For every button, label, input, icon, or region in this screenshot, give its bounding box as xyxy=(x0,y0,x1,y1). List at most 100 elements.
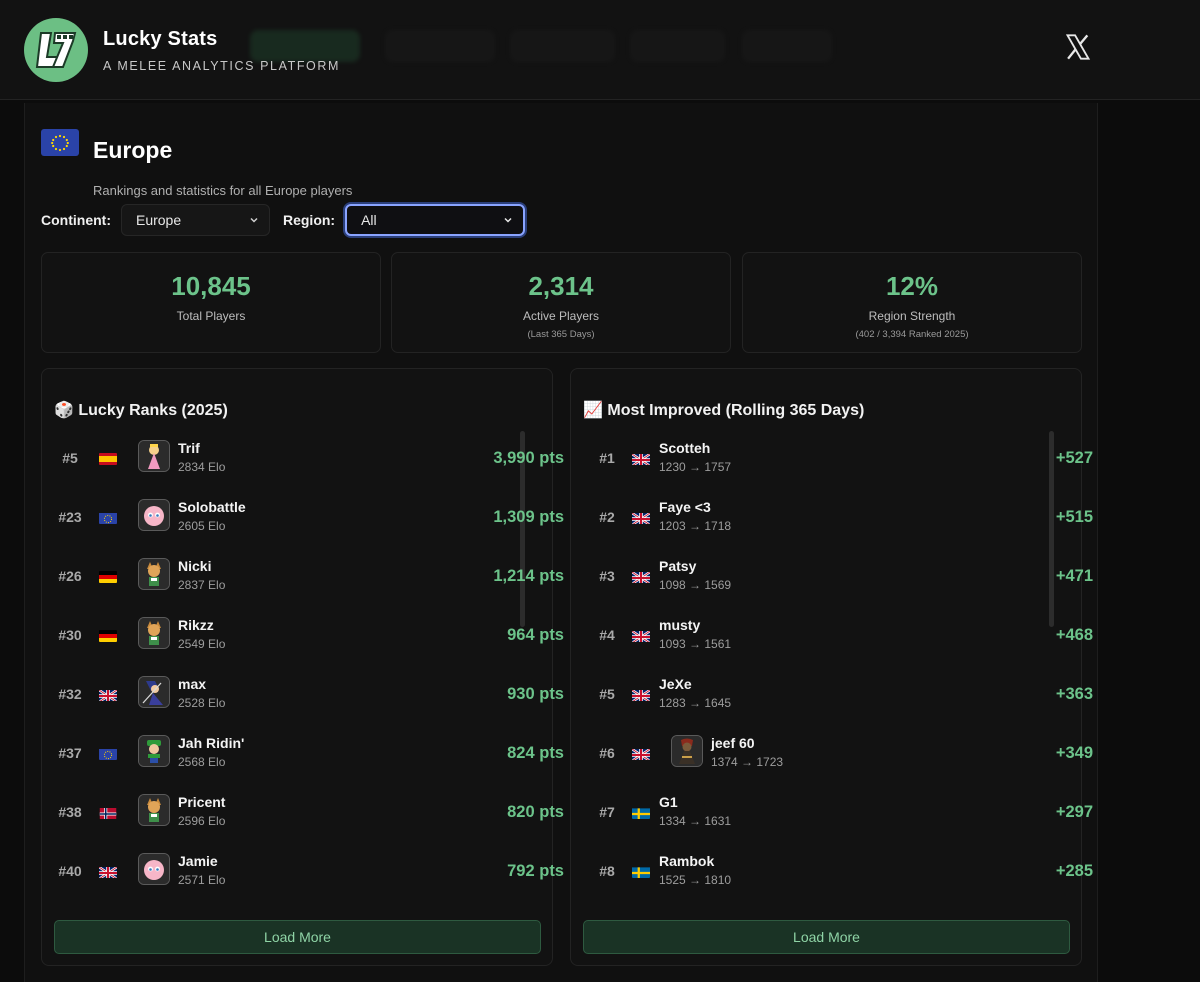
close-icon[interactable] xyxy=(1064,33,1092,61)
lucky-rank-row[interactable]: #32 max 2528 Elo 930 pts xyxy=(42,665,564,724)
fox-avatar-icon xyxy=(138,558,170,590)
peach-avatar-icon xyxy=(138,440,170,472)
rank-number: #30 xyxy=(58,627,82,643)
most-improved-row[interactable]: #2 Faye <3 1203 → 1718 +515 xyxy=(571,488,1093,547)
lucky-rank-row[interactable]: #37 Jah Ridin' 2568 Elo 824 pts xyxy=(42,724,564,783)
player-name[interactable]: Solobattle xyxy=(178,499,246,515)
elo-change: 1098 → 1569 xyxy=(659,578,732,592)
elo-change: 1203 → 1718 xyxy=(659,519,732,533)
most-improved-row[interactable]: #7 G1 1334 → 1631 +297 xyxy=(571,783,1093,842)
elo-change: 1093 → 1561 xyxy=(659,637,732,651)
modal-header: Lucky Stats A MELEE ANALYTICS PLATFORM xyxy=(0,0,1200,100)
app-title: Lucky Stats xyxy=(103,27,218,50)
elo-change: 1283 → 1645 xyxy=(659,696,732,710)
most-improved-title: 📈 Most Improved (Rolling 365 Days) xyxy=(583,402,865,419)
rank-number: #23 xyxy=(58,509,82,525)
player-elo: 2837 Elo xyxy=(178,578,226,592)
lucky-ranks-title: 🎲 Lucky Ranks (2025) xyxy=(54,402,228,419)
se-flag-icon xyxy=(632,866,650,878)
player-name[interactable]: Scotteh xyxy=(659,440,711,456)
rank-number: #8 xyxy=(599,863,615,879)
page-description: Rankings and statistics for all Europe p… xyxy=(93,183,353,198)
app-logo[interactable] xyxy=(24,18,88,82)
player-name[interactable]: Faye <3 xyxy=(659,499,711,515)
rank-number: #5 xyxy=(62,450,78,466)
background-navbar xyxy=(0,0,1200,100)
fox-avatar-icon xyxy=(138,794,170,826)
lucky-rank-row[interactable]: #26 Nicki 2837 Elo 1,214 pts xyxy=(42,547,564,606)
stat-card-active-players: 2,314 Active Players (Last 365 Days) xyxy=(391,252,731,353)
stat-card-total-players: 10,845 Total Players xyxy=(41,252,381,353)
most-improved-row[interactable]: #4 musty 1093 → 1561 +468 xyxy=(571,606,1093,665)
no-flag-icon xyxy=(99,807,117,819)
player-name[interactable]: jeef 60 xyxy=(711,735,755,751)
rank-number: #26 xyxy=(58,568,82,584)
most-improved-row[interactable]: #5 JeXe 1283 → 1645 +363 xyxy=(571,665,1093,724)
elo-gain-value: +527 xyxy=(1055,449,1093,467)
eu-flag-icon xyxy=(99,748,117,760)
background-nav-pill xyxy=(250,30,360,62)
luigi-avatar-icon xyxy=(138,735,170,767)
most-improved-row[interactable]: #6 jeef 60 1374 → 1723 +349 xyxy=(571,724,1093,783)
player-name[interactable]: Rikzz xyxy=(178,617,214,633)
points-value: 964 pts xyxy=(507,626,564,644)
se-flag-icon xyxy=(632,807,650,819)
player-name[interactable]: G1 xyxy=(659,794,678,810)
points-value: 820 pts xyxy=(507,803,564,821)
stat-value: 12% xyxy=(885,271,939,301)
player-name[interactable]: Nicki xyxy=(178,558,212,574)
filter-bar: Continent: Europe Region: All xyxy=(41,203,526,237)
jigglypuff-avatar-icon xyxy=(138,853,170,885)
elo-gain-value: +363 xyxy=(1055,685,1093,703)
gb-flag-icon xyxy=(632,453,650,465)
stat-value: 2,314 xyxy=(528,271,594,301)
player-name[interactable]: Trif xyxy=(178,440,200,456)
region-select-value: All xyxy=(361,212,377,228)
eu-flag-icon xyxy=(41,129,79,156)
chevron-down-icon xyxy=(250,217,258,223)
chevron-down-icon xyxy=(504,217,512,223)
player-name[interactable]: max xyxy=(178,676,207,692)
player-name[interactable]: Patsy xyxy=(659,558,697,574)
elo-gain-value: +515 xyxy=(1055,508,1093,526)
player-name[interactable]: JeXe xyxy=(659,676,692,692)
points-value: 930 pts xyxy=(507,685,564,703)
scrollbar[interactable] xyxy=(520,431,525,627)
most-improved-row[interactable]: #1 Scotteh 1230 → 1757 +527 xyxy=(571,429,1093,488)
rank-number: #5 xyxy=(599,686,615,702)
background-nav-pill xyxy=(742,30,832,62)
stat-sublabel: (Last 365 Days) xyxy=(527,329,595,340)
continent-select[interactable]: Europe xyxy=(120,204,270,236)
lucky-rank-row[interactable]: #5 Trif 2834 Elo 3,990 pts xyxy=(42,429,564,488)
most-improved-row[interactable]: #8 Rambok 1525 → 1810 +285 xyxy=(571,842,1093,901)
eu-flag-icon xyxy=(99,512,117,524)
scrollbar[interactable] xyxy=(1049,431,1054,627)
stat-value: 10,845 xyxy=(171,271,251,301)
load-more-button[interactable]: Load More xyxy=(54,920,541,954)
rank-number: #6 xyxy=(599,745,615,761)
stat-card-region-strength: 12% Region Strength (402 / 3,394 Ranked … xyxy=(742,252,1082,353)
lucky-rank-row[interactable]: #23 Solobattle 2605 Elo 1,309 pts xyxy=(42,488,564,547)
lucky-ranks-card: 🎲 Lucky Ranks (2025) #5 Trif 2834 Elo 3,990… xyxy=(41,368,564,966)
de-flag-icon xyxy=(99,571,117,583)
gb-flag-icon xyxy=(632,571,650,583)
player-elo: 2549 Elo xyxy=(178,637,226,651)
player-name[interactable]: Jah Ridin' xyxy=(178,735,245,751)
lucky-rank-row[interactable]: #40 Jamie 2571 Elo 792 pts xyxy=(42,842,564,901)
rank-number: #3 xyxy=(599,568,615,584)
region-select[interactable]: All xyxy=(345,204,526,236)
rank-number: #4 xyxy=(599,627,615,643)
chart-increasing-icon: 📈 xyxy=(583,402,603,419)
load-more-button[interactable]: Load More xyxy=(583,920,1070,954)
most-improved-row[interactable]: #3 Patsy 1098 → 1569 +471 xyxy=(571,547,1093,606)
gb-flag-icon xyxy=(99,866,117,878)
gb-flag-icon xyxy=(632,748,650,760)
lucky-rank-row[interactable]: #30 Rikzz 2549 Elo 964 pts xyxy=(42,606,564,665)
gb-flag-icon xyxy=(632,689,650,701)
player-name[interactable]: Pricent xyxy=(178,794,226,810)
player-name[interactable]: Jamie xyxy=(178,853,218,869)
player-name[interactable]: musty xyxy=(659,617,701,633)
player-name[interactable]: Rambok xyxy=(659,853,715,869)
rank-number: #37 xyxy=(58,745,82,761)
lucky-rank-row[interactable]: #38 Pricent 2596 Elo 820 pts xyxy=(42,783,564,842)
